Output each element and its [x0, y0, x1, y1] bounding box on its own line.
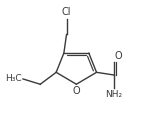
Text: NH₂: NH₂	[105, 90, 122, 99]
Text: Cl: Cl	[62, 7, 71, 17]
Text: H₃C: H₃C	[5, 75, 22, 83]
Text: O: O	[115, 51, 122, 61]
Text: O: O	[73, 86, 80, 96]
